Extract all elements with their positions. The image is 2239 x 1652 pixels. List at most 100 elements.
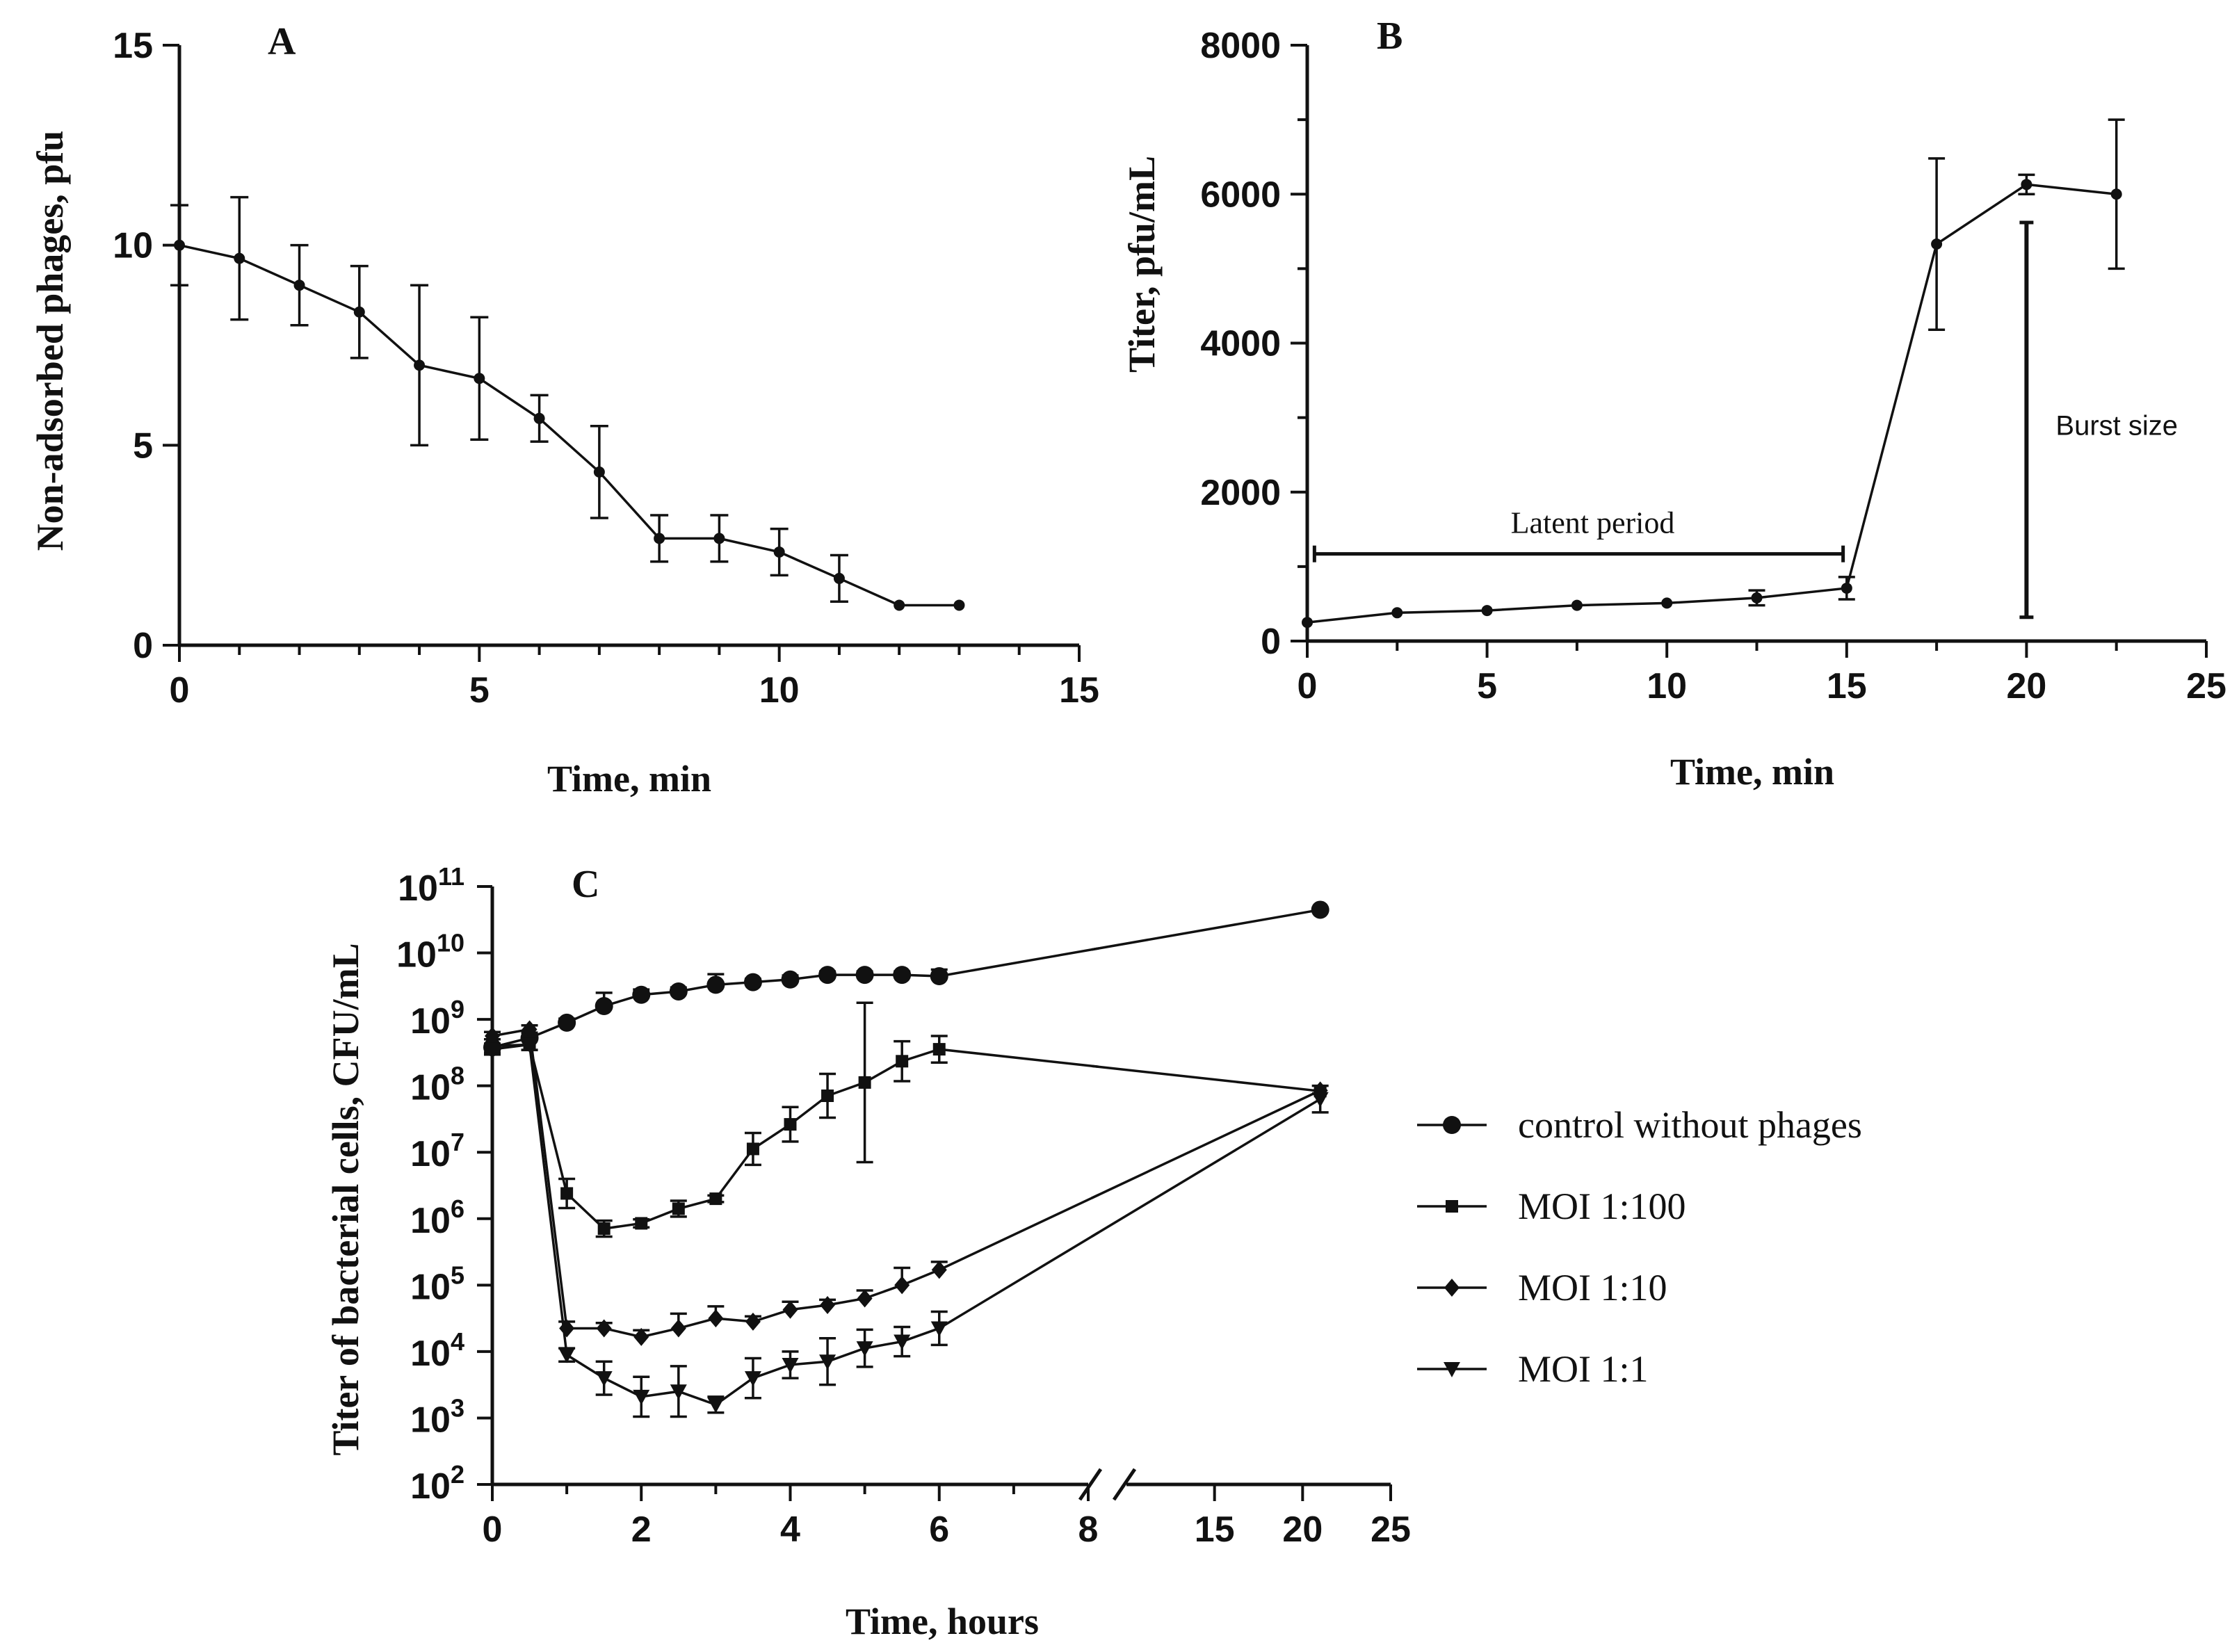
panel-c-legend: control without phages MOI 1:100 MOI 1:10 M… — [1417, 1104, 1862, 1390]
panel-c-points — [483, 900, 1329, 1414]
data-point — [784, 1118, 797, 1131]
panel-a-series-line — [179, 243, 960, 607]
y-tick-label: 2000 — [1200, 473, 1281, 513]
data-point — [1391, 607, 1403, 619]
y-tick-exponent: 10 — [437, 929, 464, 957]
data-point — [1571, 599, 1583, 611]
x-tick-label: 8 — [1078, 1509, 1099, 1550]
x-tick-label: 25 — [1371, 1509, 1411, 1550]
data-point — [635, 1217, 648, 1230]
panel-b-error-bars — [1748, 118, 2125, 607]
x-tick-label: 25 — [2186, 666, 2226, 706]
panel-b-annotations — [1312, 220, 2034, 620]
y-tick-label: 6000 — [1200, 175, 1281, 215]
x-tick-label: 10 — [759, 670, 800, 711]
y-tick-label: 107 — [410, 1128, 464, 1174]
data-point — [633, 1327, 649, 1346]
legend-label: MOI 1:10 — [1518, 1267, 1667, 1309]
legend-marker — [1446, 1200, 1458, 1213]
panel-b-series-line — [1307, 183, 2117, 624]
latent-period-label: Latent period — [1511, 506, 1675, 540]
data-point — [1661, 597, 1673, 609]
data-point — [782, 1300, 798, 1319]
data-point — [1931, 238, 1943, 250]
data-point — [782, 1358, 799, 1373]
data-point — [819, 1354, 836, 1370]
data-point — [522, 1020, 537, 1039]
data-point — [893, 966, 912, 985]
y-tick-base: 10 — [410, 1334, 451, 1374]
data-point — [1841, 582, 1852, 594]
panel-a-error-bars — [170, 195, 848, 604]
data-point — [894, 599, 905, 611]
data-point — [930, 967, 948, 985]
x-tick-label: 0 — [170, 670, 190, 711]
legend-label: control without phages — [1518, 1104, 1862, 1146]
panel-c-axes: 0 2 4 6 8 15 20 2510210310410510610710810910101… — [396, 862, 1411, 1550]
data-point — [632, 985, 651, 1004]
y-tick-base: 10 — [398, 868, 438, 909]
y-tick-label: 0 — [133, 626, 153, 666]
y-tick-base: 10 — [410, 1267, 451, 1307]
panel-b-points — [1302, 179, 2122, 629]
series-connector — [939, 1193, 1099, 1271]
series-line — [492, 1043, 940, 1407]
data-point — [1481, 605, 1493, 617]
data-point — [855, 966, 874, 985]
x-tick-label: 20 — [1282, 1509, 1323, 1550]
data-point — [633, 1389, 650, 1405]
y-tick-exponent: 11 — [438, 862, 464, 891]
data-point — [595, 997, 613, 1015]
y-tick-exponent: 3 — [451, 1393, 464, 1422]
data-point — [709, 1192, 722, 1206]
data-point — [1311, 1092, 1329, 1108]
y-tick-base: 10 — [396, 935, 437, 975]
y-tick-label: 109 — [410, 995, 464, 1042]
y-tick-label: 1011 — [398, 862, 464, 909]
panel-a-axes: 0 5 10 15 0 5 10 15 — [113, 26, 1099, 711]
data-point — [744, 1371, 761, 1387]
data-point — [353, 306, 365, 318]
data-point — [672, 1202, 685, 1215]
data-point — [1311, 900, 1329, 919]
y-tick-label: 103 — [410, 1393, 464, 1440]
panel-b-x-axis-title: Time, min — [1670, 751, 1834, 793]
x-tick-label: 15 — [1059, 670, 1099, 711]
series-connector — [1091, 1098, 1321, 1238]
y-tick-label: 4000 — [1200, 324, 1281, 364]
y-tick-label: 1010 — [396, 929, 464, 975]
data-point — [1751, 592, 1763, 604]
data-point — [485, 1027, 500, 1045]
legend-marker — [1444, 1279, 1460, 1297]
data-point — [773, 546, 785, 558]
data-point — [707, 1398, 725, 1414]
panel-b-y-axis-title: Titer, pfu/mL — [1121, 156, 1163, 373]
data-point — [818, 966, 837, 985]
x-tick-label: 4 — [780, 1509, 800, 1550]
x-tick-label: 15 — [1827, 666, 1867, 706]
series-connector — [939, 1048, 1099, 1069]
series-connector — [1091, 1089, 1321, 1199]
panel-b-axes: 0 5 10 15 20 25 0 2000 4000 6000 8000 — [1200, 26, 2226, 706]
y-tick-exponent: 5 — [451, 1261, 464, 1289]
data-point — [821, 1090, 834, 1102]
data-point — [858, 1076, 871, 1089]
data-point — [1302, 617, 1313, 629]
data-point — [2021, 179, 2032, 191]
y-tick-label: 102 — [410, 1460, 464, 1507]
panel-c-y-axis-title: Titer of bacterial cells, CFU/mL — [325, 943, 366, 1455]
data-point — [745, 1312, 761, 1331]
panel-a-letter: A — [268, 20, 296, 63]
data-point — [593, 466, 605, 478]
data-point — [654, 533, 665, 544]
data-point — [820, 1296, 836, 1314]
data-point — [833, 572, 845, 584]
y-tick-label: 106 — [410, 1195, 464, 1241]
y-tick-label: 108 — [410, 1062, 464, 1108]
panel-b: B 0 5 10 15 20 25 0 2000 4000 6000 8000 Latent per… — [1121, 15, 2226, 793]
y-tick-exponent: 9 — [451, 995, 464, 1023]
axis-break-mark — [1078, 1468, 1103, 1501]
panel-c-x-axis-title: Time, hours — [846, 1601, 1039, 1642]
x-tick-label: 15 — [1195, 1509, 1235, 1550]
data-point — [669, 982, 688, 1001]
